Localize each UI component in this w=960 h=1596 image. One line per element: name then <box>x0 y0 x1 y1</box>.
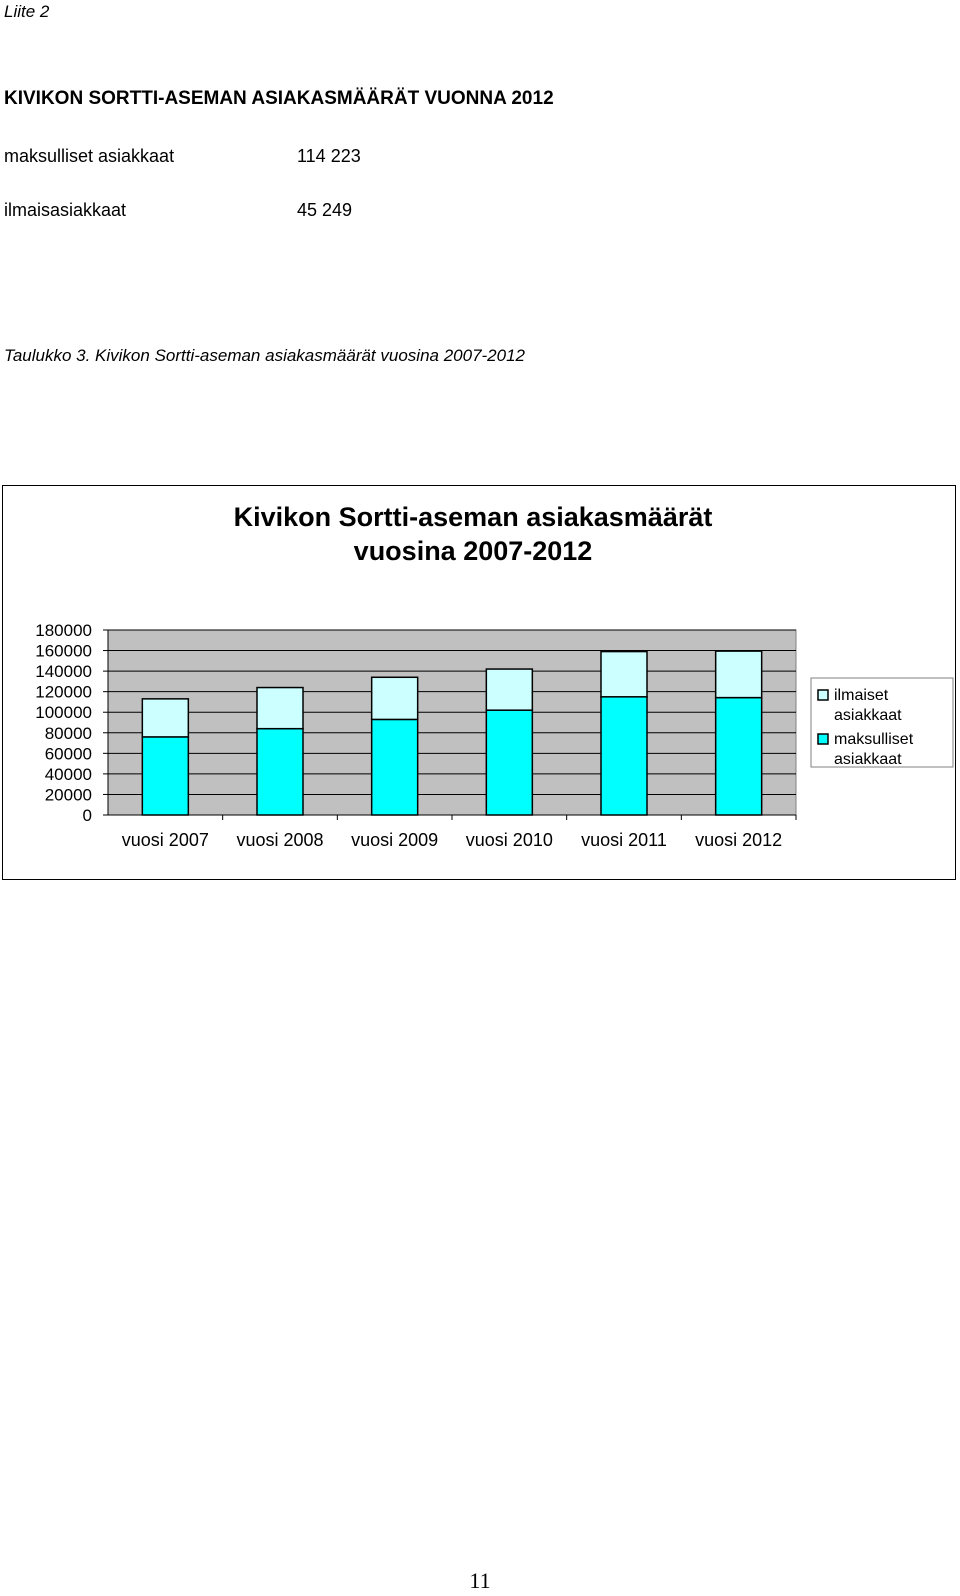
bar-segment <box>714 650 763 699</box>
bar-segment <box>600 696 648 816</box>
legend-swatch <box>817 689 829 701</box>
x-tick-label: vuosi 2008 <box>236 830 323 850</box>
appendix-label: Liite 2 <box>4 2 50 21</box>
y-tick-label: 160000 <box>35 642 92 661</box>
y-tick-label: 140000 <box>35 662 92 681</box>
x-tick-label: vuosi 2010 <box>466 830 553 850</box>
legend-box <box>810 677 954 768</box>
x-tick-label: vuosi 2007 <box>122 830 209 850</box>
y-tick-label: 100000 <box>35 703 92 722</box>
x-tick-label: vuosi 2011 <box>581 830 667 850</box>
chart-title-line: Kivikon Sortti-aseman asiakasmäärät <box>234 502 713 532</box>
x-tick-label: vuosi 2012 <box>695 830 782 850</box>
y-tick-label: 0 <box>83 806 92 825</box>
bar-segment <box>370 676 419 721</box>
bar-segment <box>600 650 648 698</box>
stat-value-free: 45 249 <box>297 200 353 220</box>
chart-frame: Kivikon Sortti-aseman asiakasmäärät vuosi… <box>2 485 956 880</box>
bar-segment <box>370 718 419 816</box>
page-number: 11 <box>469 1568 491 1593</box>
bar-segment <box>714 696 763 816</box>
y-tick-label: 40000 <box>45 765 92 784</box>
y-tick-label: 80000 <box>45 724 92 743</box>
y-tick-label: 180000 <box>35 621 92 640</box>
bar-segment <box>256 727 304 816</box>
y-tick-label: 120000 <box>35 683 92 702</box>
legend-entry: maksulliset asiakkaat <box>834 731 914 768</box>
chart-title-line: vuosina 2007-2012 <box>354 536 593 566</box>
table-caption: Taulukko 3. Kivikon Sortti-aseman asiaka… <box>4 346 525 365</box>
y-tick-label: 20000 <box>45 785 92 804</box>
legend-entry: ilmaiset asiakkaat <box>834 687 902 724</box>
page-heading: KIVIKON SORTTI-ASEMAN ASIAKASMÄÄRÄT VUON… <box>4 88 554 109</box>
stat-value-paid: 114 223 <box>297 146 361 166</box>
bar-segment <box>485 709 534 816</box>
bar-segment <box>141 698 190 738</box>
y-tick-label: 60000 <box>45 744 92 763</box>
stat-label-paid: maksulliset asiakkaat <box>4 146 175 166</box>
bar-segment <box>485 668 534 711</box>
legend-swatch <box>817 733 829 745</box>
stacked-bar-chart: Kivikon Sortti-aseman asiakasmäärät vuosi… <box>35 502 954 850</box>
bar-segment <box>256 686 304 730</box>
bar-segment <box>141 736 190 816</box>
x-tick-label: vuosi 2009 <box>351 830 438 850</box>
stat-label-free: ilmaisasiakkaat <box>4 200 127 220</box>
plot-area <box>107 629 797 816</box>
